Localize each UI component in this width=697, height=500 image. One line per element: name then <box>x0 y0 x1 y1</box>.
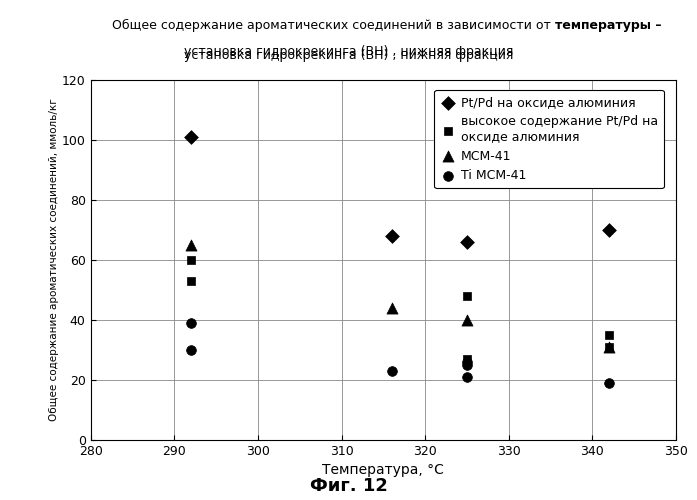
Ti МСМ-41 <box>604 379 615 387</box>
Legend: Pt/Pd на оксиде алюминия, высокое содержание Pt/Pd на
оксиде алюминия, МСМ-41, T: Pt/Pd на оксиде алюминия, высокое содерж… <box>434 90 664 188</box>
X-axis label: Температура, °C: Температура, °C <box>323 464 444 477</box>
высокое содержание Pt/Pd на
оксиде алюминия <box>185 256 197 264</box>
Ti МСМ-41 <box>461 373 473 381</box>
Ti МСМ-41 <box>185 346 197 354</box>
Ti МСМ-41 <box>461 358 473 366</box>
Text: Общее содержание ароматических соединений в зависимости от: Общее содержание ароматических соединени… <box>112 18 556 32</box>
Pt/Pd на оксиде алюминия <box>185 133 197 141</box>
высокое содержание Pt/Pd на
оксиде алюминия <box>604 343 615 351</box>
высокое содержание Pt/Pd на
оксиде алюминия <box>461 355 473 363</box>
Pt/Pd на оксиде алюминия <box>461 238 473 246</box>
Pt/Pd на оксиде алюминия <box>604 226 615 234</box>
Ti МСМ-41 <box>386 367 397 375</box>
Text: установка гидрокрекинга (ВН) , нижняя фракция: установка гидрокрекинга (ВН) , нижняя фр… <box>184 44 513 58</box>
Text: температуры –: температуры – <box>556 18 661 32</box>
Pt/Pd на оксиде алюминия <box>461 139 473 147</box>
МСМ-41 <box>604 343 615 351</box>
МСМ-41 <box>461 316 473 324</box>
Ti МСМ-41 <box>185 319 197 327</box>
высокое содержание Pt/Pd на
оксиде алюминия <box>185 277 197 285</box>
Y-axis label: Общее содержание ароматических соединений, ммоль/кг: Общее содержание ароматических соединени… <box>49 98 59 421</box>
Text: Фиг. 12: Фиг. 12 <box>309 477 388 495</box>
высокое содержание Pt/Pd на
оксиде алюминия <box>461 292 473 300</box>
Pt/Pd на оксиде алюминия <box>386 232 397 240</box>
Text: установка гидрокрекинга (ВН) , нижняя фракция: установка гидрокрекинга (ВН) , нижняя фр… <box>184 48 513 62</box>
высокое содержание Pt/Pd на
оксиде алюминия <box>604 331 615 339</box>
МСМ-41 <box>185 241 197 249</box>
МСМ-41 <box>386 304 397 312</box>
Text: Общее содержание ароматических соединений в зависимости от температуры –: Общее содержание ароматических соединени… <box>112 18 654 32</box>
Ti МСМ-41 <box>461 361 473 369</box>
